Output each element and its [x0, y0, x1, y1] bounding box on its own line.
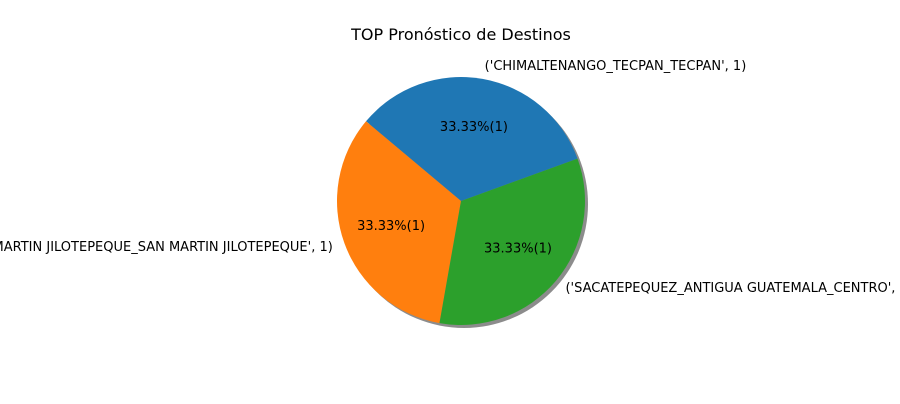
chart-title: TOP Pronóstico de Destinos [350, 25, 571, 44]
percent-label-1: 33.33%(1) [357, 219, 425, 234]
percent-labels: 33.33%(1) 33.33%(1) 33.33%(1) [357, 120, 552, 256]
pie-slice-2 [439, 158, 585, 325]
pie-slice-0 [366, 77, 578, 201]
percent-label-0: 33.33%(1) [440, 120, 508, 135]
slice-label-2: ('SACATEPEQUEZ_ANTIGUA GUATEMALA_CENTRO'… [565, 281, 900, 296]
pie-slices [337, 77, 585, 325]
slice-label-0: ('CHIMALTENANGO_TECPAN_TECPAN', 1) [485, 59, 747, 74]
pie-slice-1 [337, 121, 461, 324]
slice-labels: ('CHIMALTENANGO_TECPAN_TECPAN', 1) ('CHIM… [0, 59, 900, 296]
percent-label-2: 33.33%(1) [484, 241, 552, 256]
slice-label-1: ('CHIMALTENANGO_SAN MARTIN JILOTEPEQUE_S… [0, 240, 333, 255]
